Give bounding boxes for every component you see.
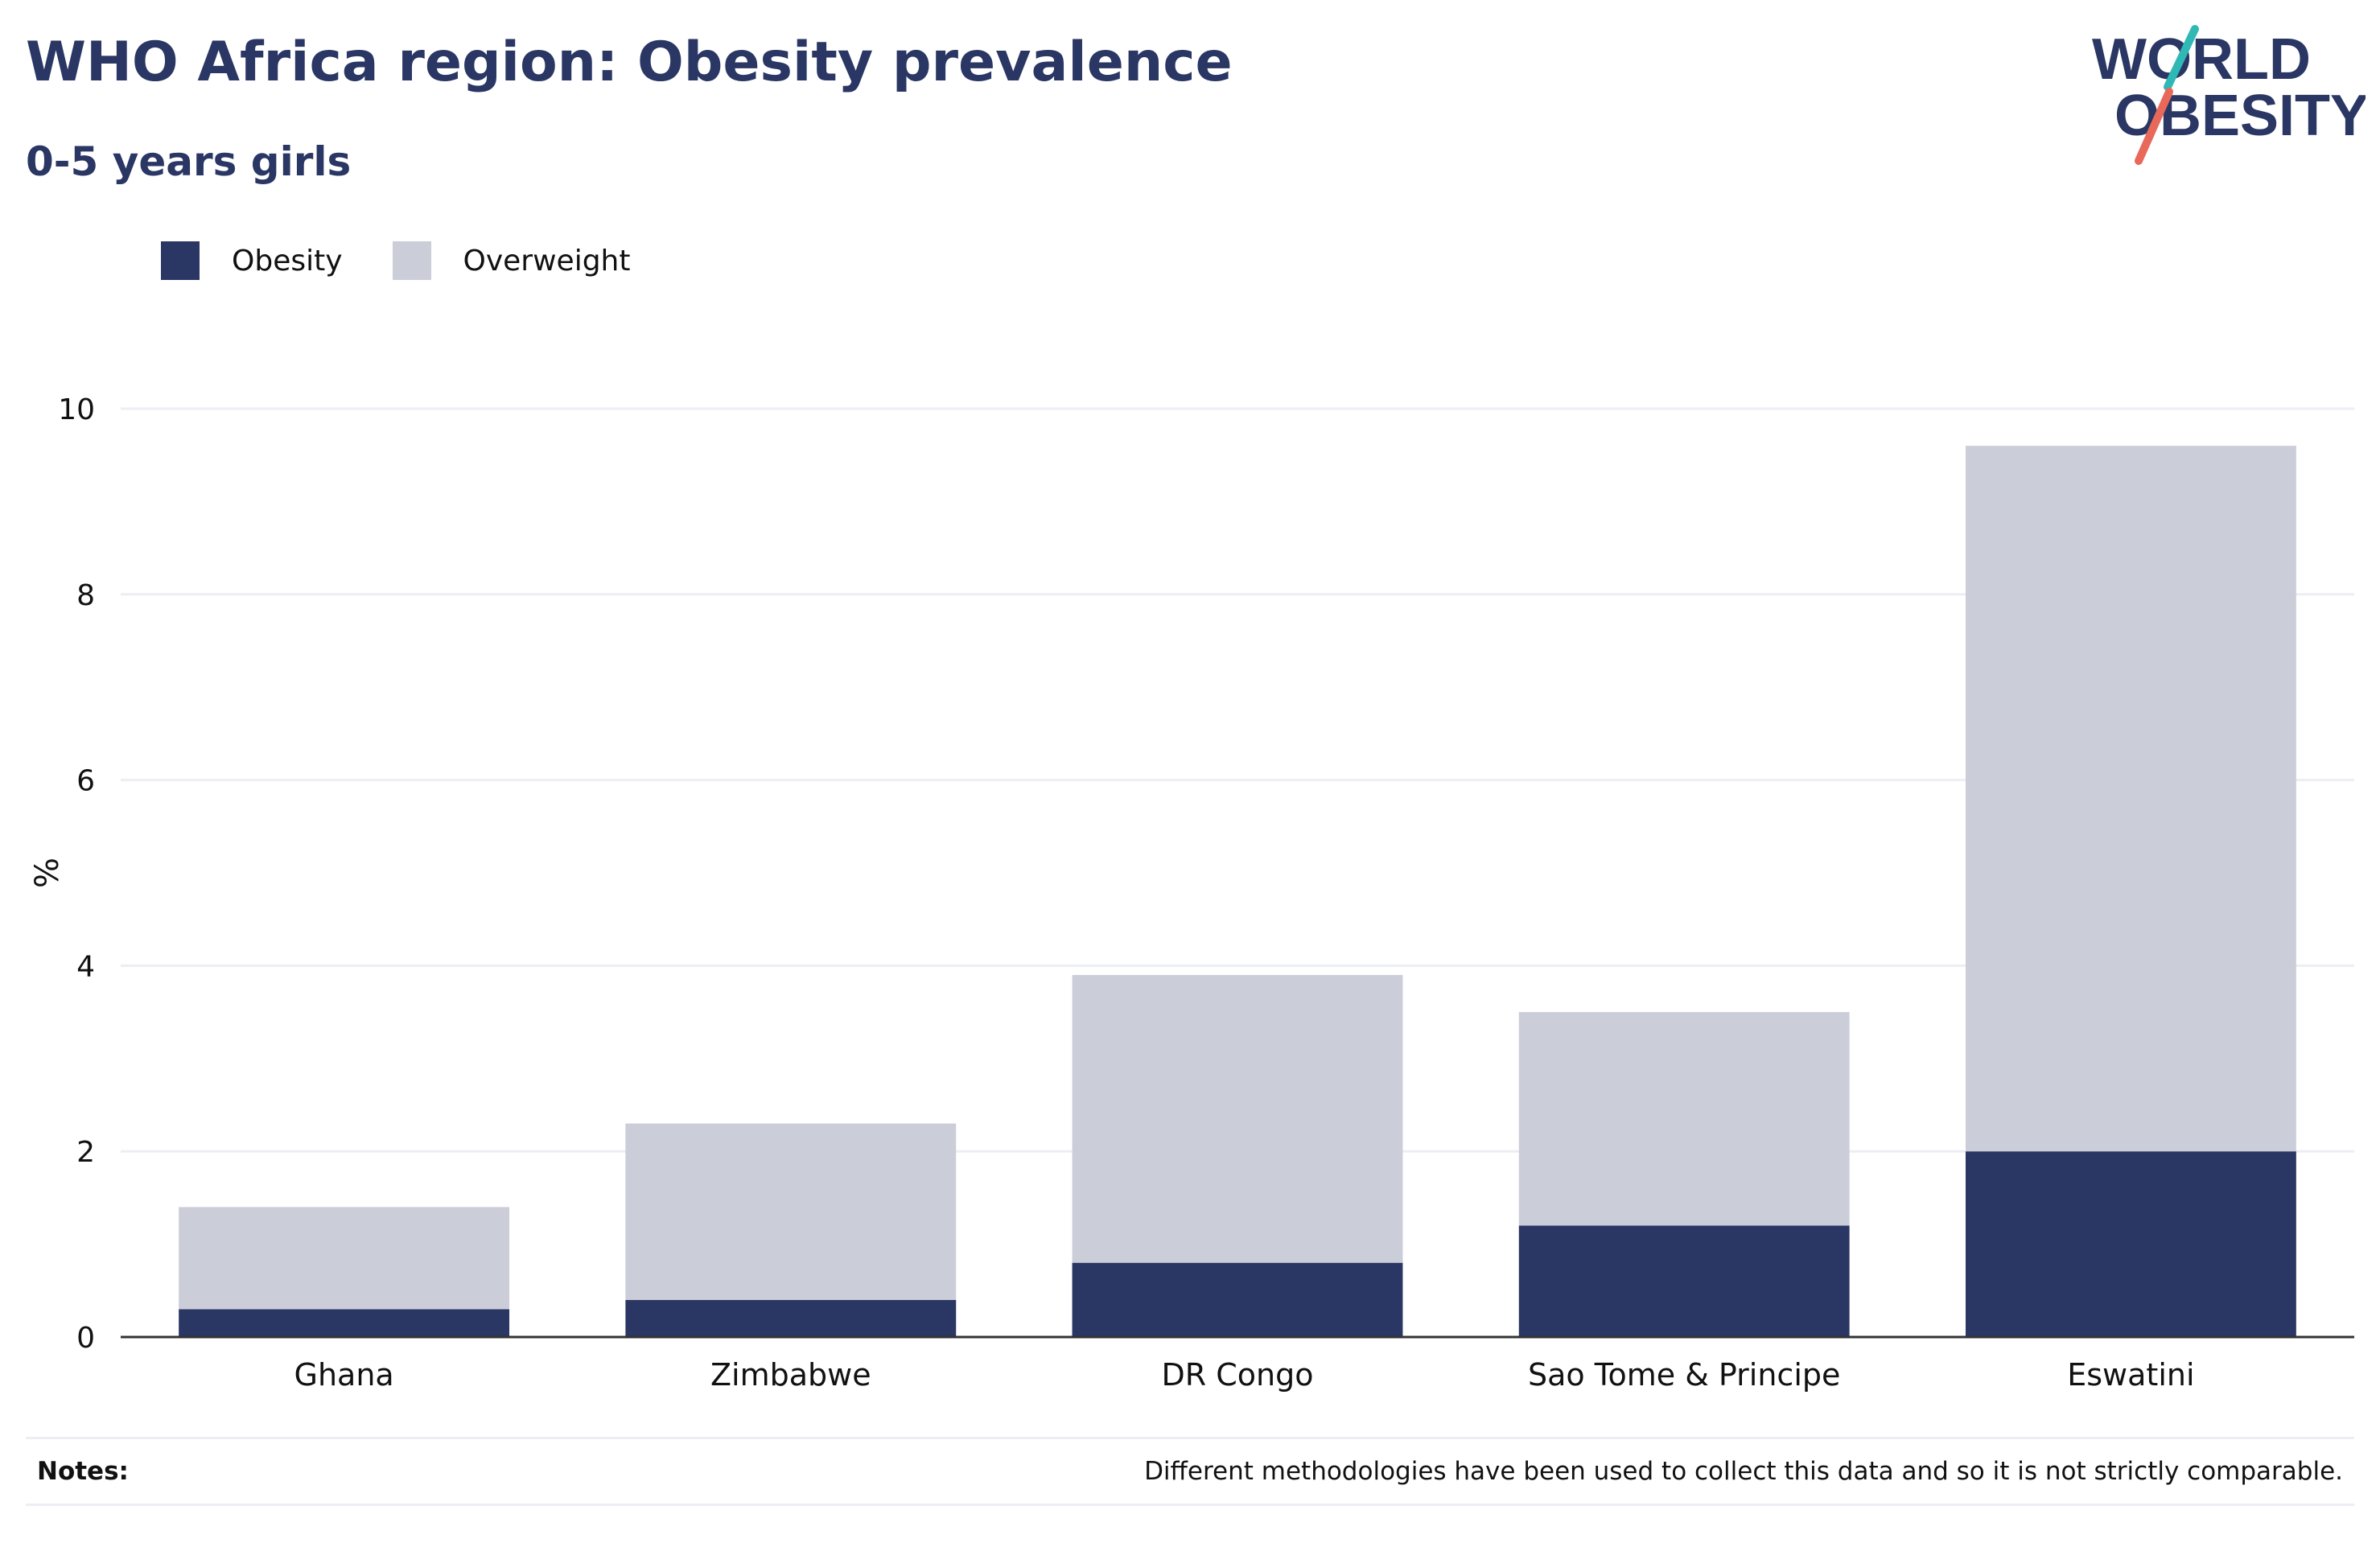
notes-box: Notes: Different methodologies have been…: [26, 1437, 2354, 1506]
bar-obesity-dr-congo: [1072, 1262, 1403, 1337]
y-tick-label: 6: [76, 765, 95, 798]
bar-obesity-eswatini: [1965, 1151, 2296, 1337]
page-title: WHO Africa region: Obesity prevalence: [26, 31, 1233, 94]
bar-obesity-zimbabwe: [625, 1299, 957, 1337]
y-tick-label: 2: [76, 1136, 95, 1169]
page-subtitle: 0-5 years girls: [26, 138, 352, 185]
bar-overweight-sao-tome-principe: [1518, 1012, 1850, 1226]
logo-text-world: WORLD: [2092, 27, 2311, 92]
bar-obesity-ghana: [179, 1309, 510, 1337]
y-tick-label: 4: [76, 950, 95, 983]
legend-item-overweight: Overweight: [392, 241, 631, 280]
y-tick-label: 10: [58, 393, 95, 426]
x-tick-label: DR Congo: [1162, 1357, 1314, 1393]
notes-label: Notes:: [37, 1457, 129, 1486]
x-tick-label: Eswatini: [2067, 1357, 2194, 1393]
legend-item-obesity: Obesity: [161, 241, 343, 280]
legend-label-obesity: Obesity: [232, 244, 343, 278]
logo-slash-bottom: [2135, 88, 2173, 165]
x-tick-label: Zimbabwe: [710, 1357, 871, 1393]
legend-swatch-obesity: [161, 241, 200, 280]
x-tick-label: Sao Tome & Principe: [1528, 1357, 1840, 1393]
chart-legend: Obesity Overweight: [161, 238, 680, 283]
bar-obesity-sao-tome-principe: [1518, 1225, 1850, 1337]
bar-overweight-eswatini: [1965, 446, 2296, 1152]
legend-label-overweight: Overweight: [463, 244, 631, 278]
y-tick-label: 8: [76, 579, 95, 612]
bar-overweight-dr-congo: [1072, 974, 1403, 1263]
legend-swatch-overweight: [392, 241, 431, 280]
stacked-bar-chart: 0 2 4 6 8 10% Ghana Zimbabwe DR Congo Sao Tome & …: [29, 393, 2354, 1393]
notes-text: Different methodologies have been used t…: [1144, 1457, 2343, 1486]
bar-overweight-ghana: [179, 1207, 510, 1310]
y-tick-label: 0: [76, 1322, 95, 1355]
world-obesity-logo: WORLD OBESITY: [2092, 25, 2366, 165]
y-axis-label: %: [29, 858, 66, 888]
logo-slash-top: [2164, 25, 2199, 91]
x-tick-label: Ghana: [294, 1357, 394, 1393]
bar-overweight-zimbabwe: [625, 1123, 957, 1300]
